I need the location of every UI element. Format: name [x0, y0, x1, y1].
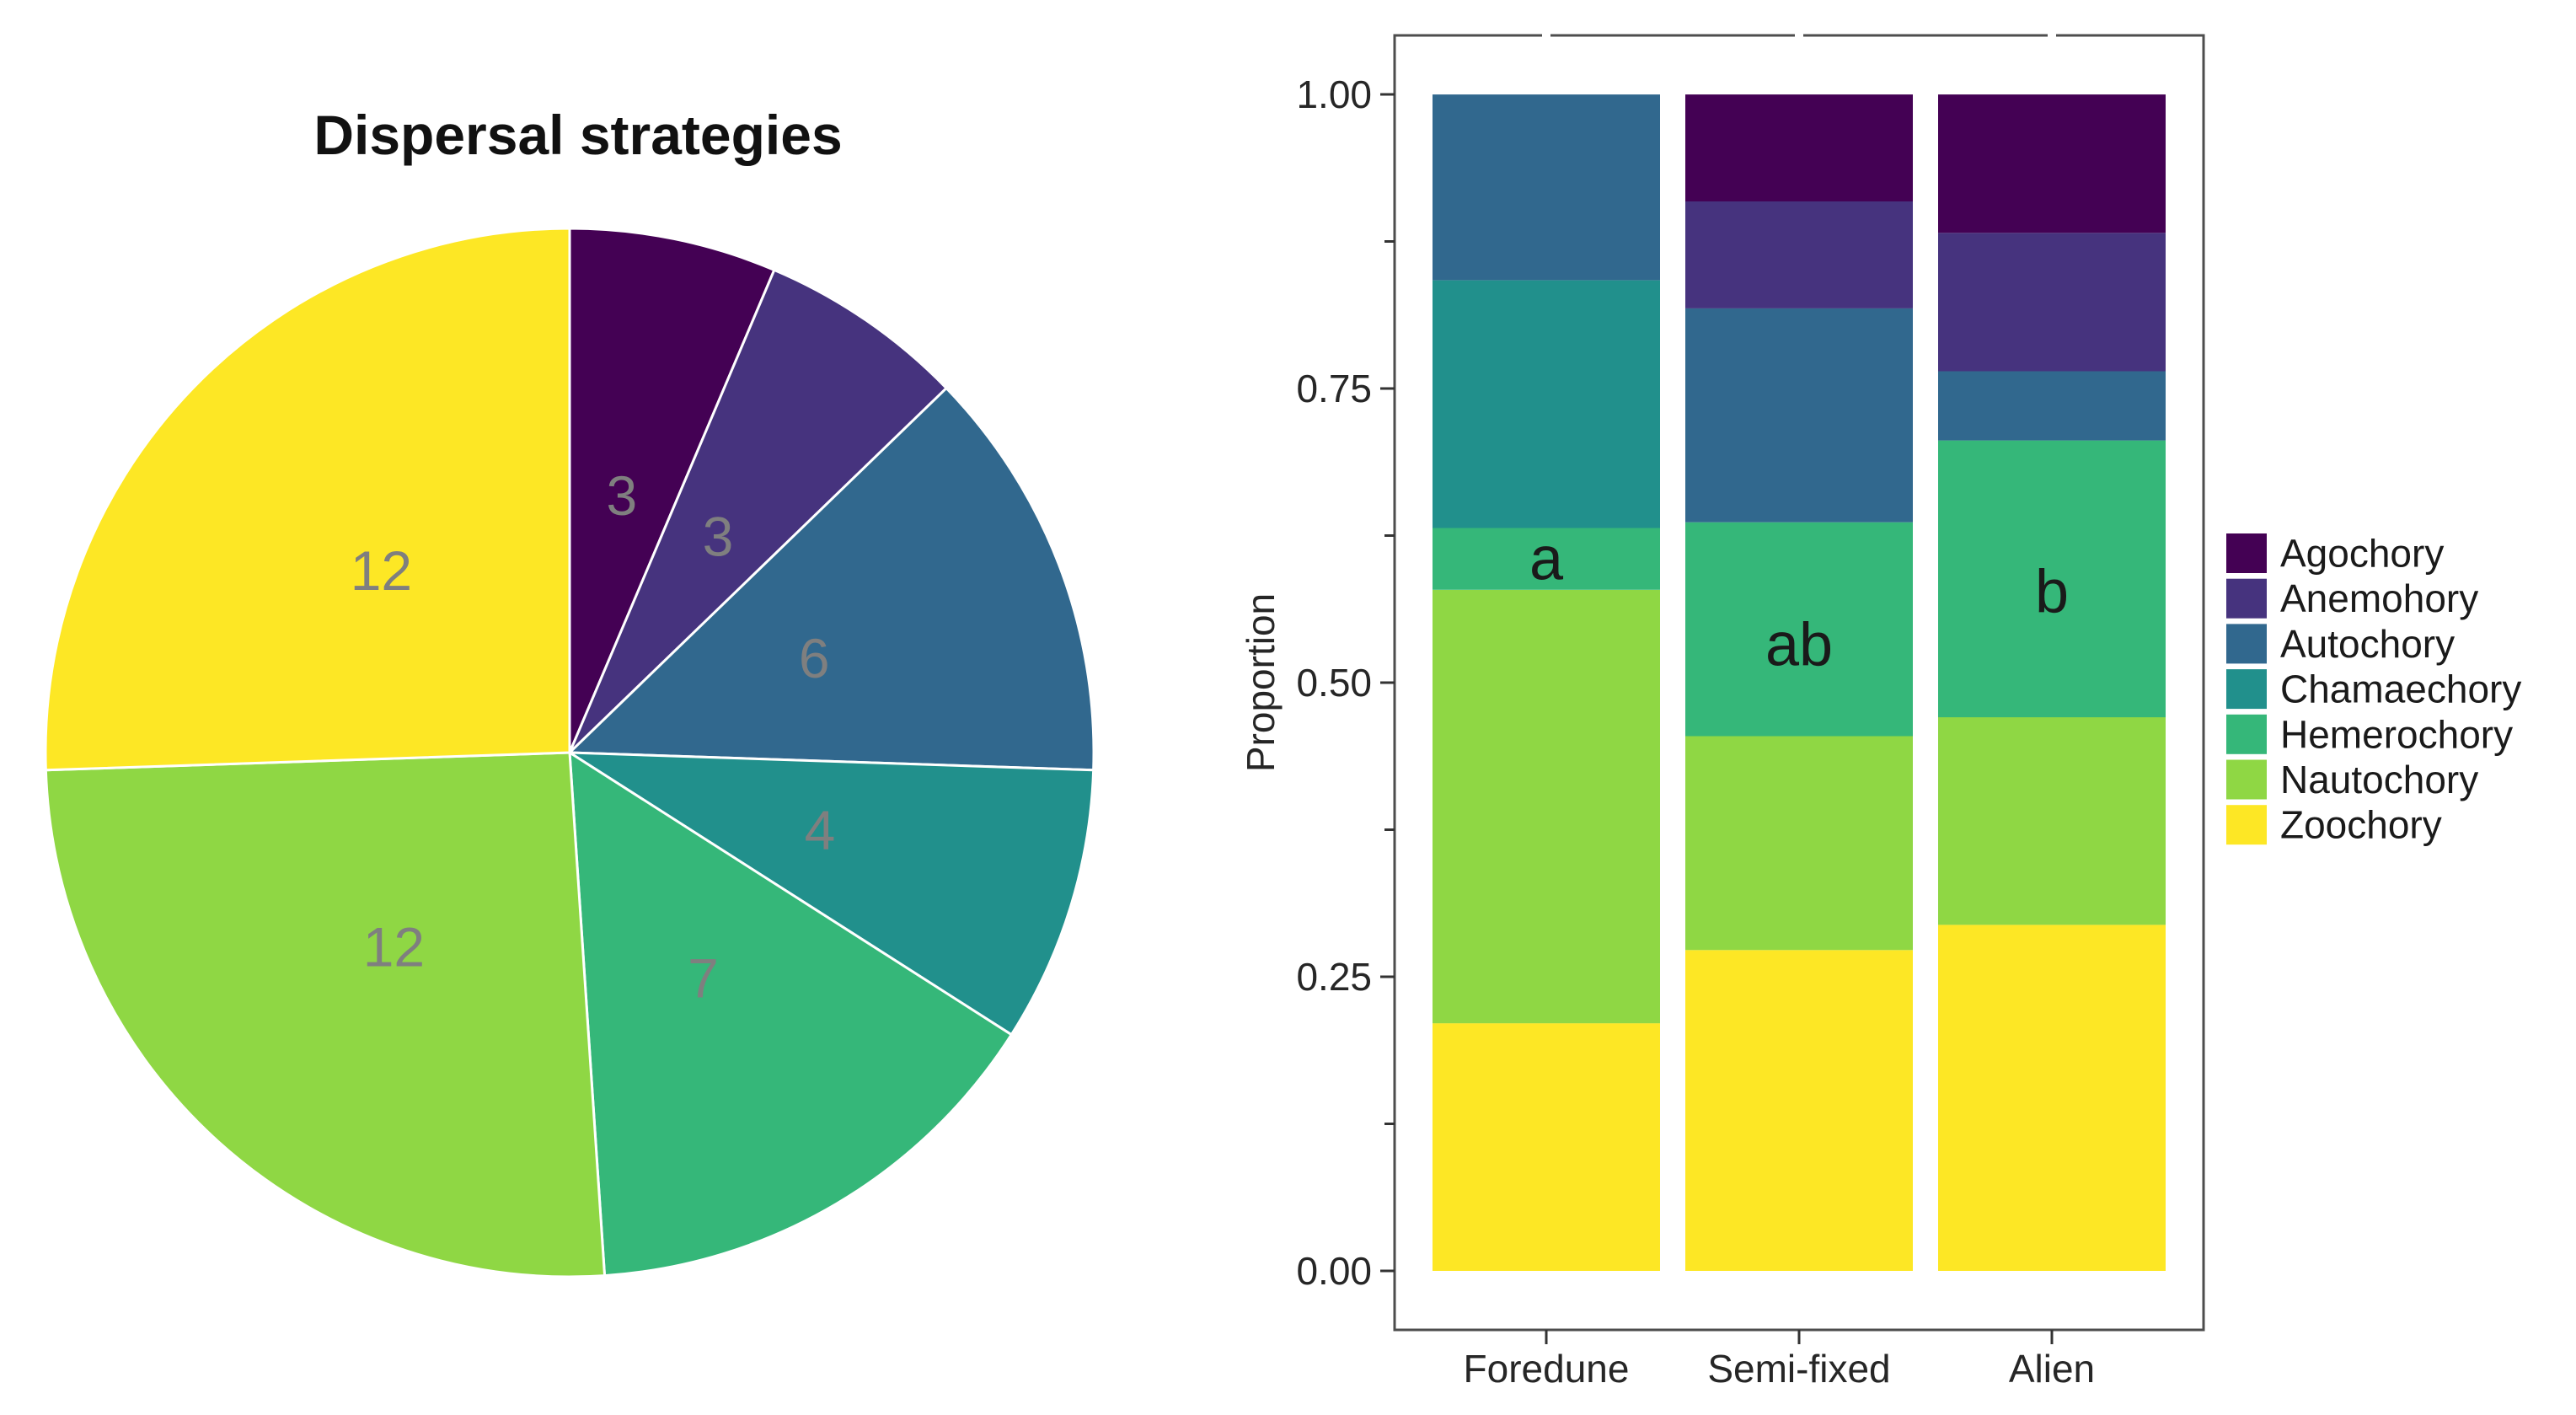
- bar-segment-alien-hemerochory: [1938, 440, 2166, 718]
- y-tick-label-0.75: 0.75: [1296, 367, 1372, 410]
- legend-label-agochory: Agochory: [2280, 532, 2444, 576]
- x-category-label-foredune: Foredune: [1464, 1347, 1630, 1391]
- legend-label-autochory: Autochory: [2280, 622, 2455, 666]
- bar-segment-semi-fixed-hemerochory: [1685, 522, 1913, 737]
- legend-swatch-hemerochory: [2226, 714, 2267, 754]
- y-tick-label-0.50: 0.50: [1296, 661, 1372, 705]
- pie-slice-value-anemohory: 3: [703, 506, 734, 568]
- annotation-ab: ab: [1765, 611, 1833, 678]
- annotation-b: b: [2035, 559, 2069, 626]
- pie-slice-labels: 3 3 6 4 7 12 12: [351, 464, 836, 1009]
- pie-chart: Dispersal strategies 3 3 6 4 7 12 12: [44, 104, 1095, 1278]
- x-axis: Foredune Semi-fixed Alien: [1464, 1330, 2095, 1391]
- legend-swatch-zoochory: [2226, 805, 2267, 845]
- significance-letters: a ab b: [1529, 525, 2069, 678]
- y-tick-label-0.25: 0.25: [1296, 955, 1372, 999]
- bar-segment-foredune-hemerochory: [1433, 528, 1660, 590]
- legend-swatch-chamaechory: [2226, 669, 2267, 710]
- y-tick-label-1.00: 1.00: [1296, 72, 1372, 116]
- bar-segment-foredune-zoochory: [1433, 1023, 1660, 1271]
- pie-title: Dispersal strategies: [313, 104, 842, 166]
- x-category-label-alien: Alien: [2009, 1347, 2095, 1391]
- bar-segment-foredune-nautochory: [1433, 589, 1660, 1024]
- legend-swatch-nautochory: [2226, 759, 2267, 800]
- pie-slice-zoochory: [44, 227, 571, 772]
- bar-segment-semi-fixed-nautochory: [1685, 736, 1913, 951]
- legend-swatch-autochory: [2226, 624, 2267, 664]
- top-tick-notch-alien: [2048, 32, 2056, 39]
- pie-slice-hemerochory: [568, 751, 1013, 1278]
- pie-slice-nautochory: [44, 751, 607, 1278]
- legend: AgochoryAnemohoryAutochoryChamaechoryHem…: [2226, 532, 2521, 847]
- pie-slices: [44, 227, 1095, 1278]
- top-tick-notch-semi-fixed: [1795, 32, 1803, 39]
- pie-slice-value-agochory: 3: [607, 464, 638, 527]
- bar-segment-foredune-chamaechory: [1433, 280, 1660, 528]
- legend-label-chamaechory: Chamaechory: [2280, 667, 2521, 711]
- y-tick-label-0.00: 0.00: [1296, 1249, 1372, 1293]
- bar-segment-alien-zoochory: [1938, 925, 2166, 1271]
- annotation-a: a: [1529, 525, 1564, 592]
- legend-label-anemohory: Anemohory: [2280, 576, 2478, 620]
- pie-slice-value-nautochory: 12: [363, 916, 425, 978]
- y-axis-title: Proportion: [1239, 593, 1283, 772]
- bar-segment-foredune-autochory: [1433, 94, 1660, 281]
- bar-segment-alien-nautochory: [1938, 717, 2166, 925]
- bar-segment-semi-fixed-agochory: [1685, 94, 1913, 201]
- pie-slice-agochory: [568, 227, 776, 754]
- legend-label-zoochory: Zoochory: [2280, 803, 2442, 847]
- bar-segment-semi-fixed-autochory: [1685, 308, 1913, 523]
- top-axis-notches: [1542, 32, 2056, 39]
- top-tick-notch-foredune: [1542, 32, 1550, 39]
- bar-segment-semi-fixed-anemohory: [1685, 201, 1913, 308]
- pie-slice-value-chamaechory: 4: [805, 799, 836, 861]
- x-category-label-semi-fixed: Semi-fixed: [1707, 1347, 1890, 1391]
- legend-label-nautochory: Nautochory: [2280, 758, 2478, 801]
- bar-segments: [1433, 94, 2166, 1271]
- bar-segment-alien-agochory: [1938, 94, 2166, 233]
- legend-label-hemerochory: Hemerochory: [2280, 712, 2513, 756]
- pie-slice-autochory: [568, 387, 1095, 772]
- legend-swatch-anemohory: [2226, 578, 2267, 619]
- bar-segment-alien-anemohory: [1938, 233, 2166, 372]
- y-axis: 1.00 0.75 0.50 0.25 0.00: [1296, 72, 1395, 1293]
- bar-segment-semi-fixed-zoochory: [1685, 950, 1913, 1271]
- stacked-bar-chart: 1.00 0.75 0.50 0.25 0.00 Foredune Semi-fixed A…: [1239, 32, 2521, 1391]
- pie-slice-value-hemerochory: 7: [688, 947, 719, 1010]
- pie-slice-anemohory: [568, 268, 948, 754]
- bar-segment-alien-autochory: [1938, 371, 2166, 441]
- pie-slice-value-autochory: 6: [799, 627, 830, 689]
- pie-slice-value-zoochory: 12: [351, 539, 412, 602]
- pie-slice-chamaechory: [568, 751, 1095, 1037]
- legend-swatch-agochory: [2226, 533, 2267, 573]
